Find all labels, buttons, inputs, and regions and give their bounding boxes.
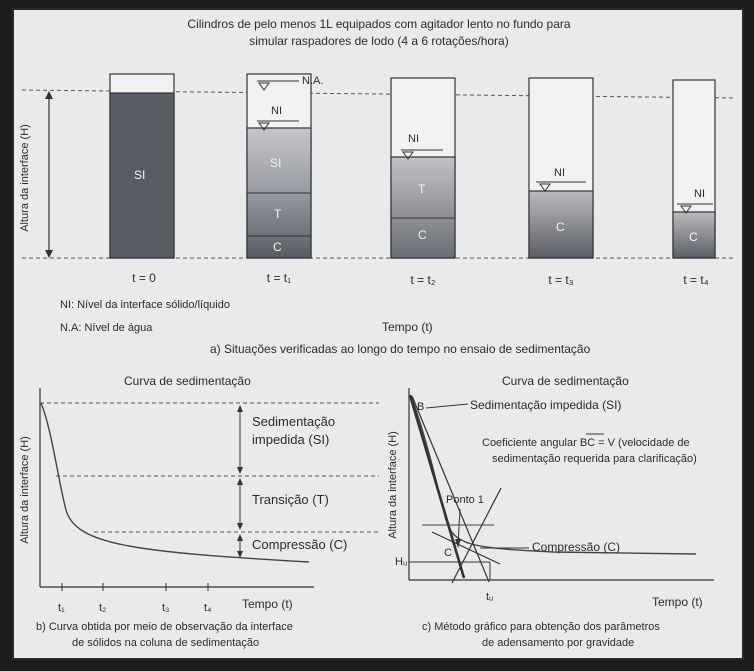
label-na: N.A. xyxy=(302,75,323,87)
tick-t4: t₄ xyxy=(204,602,212,614)
zone-label-t-t1: T xyxy=(274,207,282,221)
tangent-compression-line xyxy=(431,531,501,565)
zone-si-line1: Sedimentação xyxy=(252,414,335,429)
bisector-line xyxy=(451,487,502,584)
tangent-si-line xyxy=(408,394,466,579)
arrow-up-icon xyxy=(237,405,243,412)
arrow-up-icon xyxy=(45,91,53,99)
figure-page: Cilindros de pelo menos 1L equipados com… xyxy=(12,8,744,660)
zone-label-c-t3: C xyxy=(556,220,565,234)
zone-label-si: SI xyxy=(134,168,145,182)
zone-label-si-t1: SI xyxy=(270,156,281,170)
panel-b-title: Curva de sedimentação xyxy=(124,374,251,388)
sedimentation-figure: Cilindros de pelo menos 1L equipados com… xyxy=(19,17,737,649)
time-label-t1: t = t₁ xyxy=(267,271,291,285)
arrow-up-icon xyxy=(237,534,243,541)
tick-t2: t₂ xyxy=(99,602,106,614)
label-ni-t1: NI xyxy=(271,105,282,117)
time-label-t2: t = t₂ xyxy=(410,273,435,287)
cylinder-t3: NI C xyxy=(528,77,594,259)
point-c: C xyxy=(444,547,452,559)
zone-c-label: Compressão (C) xyxy=(252,537,347,552)
tick-t1: t₁ xyxy=(58,602,65,614)
tick-t3: t₃ xyxy=(162,602,170,614)
panel-a-caption: a) Situações verificadas ao longo do tem… xyxy=(210,342,591,356)
panel-a: Altura da interface (H) SI N.A. NI SI T … xyxy=(19,73,737,356)
legend-na: N.A: Nível de água xyxy=(60,322,153,334)
compressao-label: Compressão (C) xyxy=(532,540,620,554)
time-label-t0: t = 0 xyxy=(132,271,156,285)
time-label-t3: t = t₃ xyxy=(548,273,573,287)
line-bc xyxy=(411,395,490,583)
zone-label-c-t4: C xyxy=(689,230,698,244)
arrow-up-icon xyxy=(237,478,243,485)
panel-c-caption-1: c) Método gráfico para obtenção dos parâ… xyxy=(422,621,660,633)
cylinder-t0: SI xyxy=(109,73,175,259)
coef-line-2: sedimentação requerida para clarificação… xyxy=(492,453,697,465)
panel-a-y-label: Altura da interface (H) xyxy=(19,124,31,232)
arrow-down-icon xyxy=(237,467,243,474)
point-b: B xyxy=(417,401,424,413)
interface-level-icon xyxy=(258,122,270,131)
interface-level-icon xyxy=(402,151,414,160)
cylinder-t4: NI C xyxy=(672,79,716,259)
legend-ni: NI: Nível da interface sólido/líquido xyxy=(60,299,230,311)
panel-c-title: Curva de sedimentação xyxy=(502,374,629,388)
zone-label-c-t1: C xyxy=(273,240,282,254)
arrow-down-icon xyxy=(455,539,461,548)
interface-level-icon xyxy=(539,183,551,192)
panel-b-y-label: Altura da interface (H) xyxy=(19,436,31,544)
sedimentation-curve xyxy=(40,402,310,563)
time-label-t4: t = t₄ xyxy=(683,273,708,287)
settling-curve xyxy=(410,395,697,555)
zone-si-line2: impedida (SI) xyxy=(252,432,329,447)
header-line-2: simular raspadores de lodo (4 a 6 rotaçõ… xyxy=(249,34,508,48)
coef-line-1: Coeficiente angular BC = V (velocidade d… xyxy=(482,437,690,449)
water-level-icon xyxy=(258,82,270,91)
label-ni-t3: NI xyxy=(554,167,565,179)
arrow-down-icon xyxy=(237,523,243,530)
panel-c-y-label: Altura da interface (H) xyxy=(387,431,399,539)
arrow-down-icon xyxy=(45,250,53,258)
label-ni-t2: NI xyxy=(408,133,419,145)
tu-label: tᵤ xyxy=(486,591,493,603)
panel-c: Curva de sedimentação Altura da interfac… xyxy=(387,374,714,649)
interface-level-icon xyxy=(680,205,692,214)
panel-b: Curva de sedimentação Altura da interfac… xyxy=(19,374,379,649)
header-line-1: Cilindros de pelo menos 1L equipados com… xyxy=(187,17,570,31)
zone-label-c-t2: C xyxy=(418,228,427,242)
arrow-down-icon xyxy=(237,551,243,558)
panel-a-time-label: Tempo (t) xyxy=(382,320,433,334)
panel-c-x-label: Tempo (t) xyxy=(652,595,703,609)
panel-b-x-label: Tempo (t) xyxy=(242,597,293,611)
cylinder-t2: NI T C xyxy=(390,77,456,259)
label-ni-t4: NI xyxy=(694,188,705,200)
zone-t-label: Transição (T) xyxy=(252,492,329,507)
panel-c-caption-2: de adensamento por gravidade xyxy=(482,637,634,649)
zone-label-t-t2: T xyxy=(418,182,426,196)
ponto1-label: Ponto 1 xyxy=(446,494,484,506)
cylinder-t1: N.A. NI SI T C xyxy=(246,73,323,259)
panel-b-caption-1: b) Curva obtida por meio de observação d… xyxy=(36,621,293,633)
si-label: Sedimentação impedida (SI) xyxy=(470,398,621,412)
panel-b-caption-2: de sólidos na coluna de sedimentação xyxy=(72,637,259,649)
hu-label: Hᵤ xyxy=(395,556,407,568)
